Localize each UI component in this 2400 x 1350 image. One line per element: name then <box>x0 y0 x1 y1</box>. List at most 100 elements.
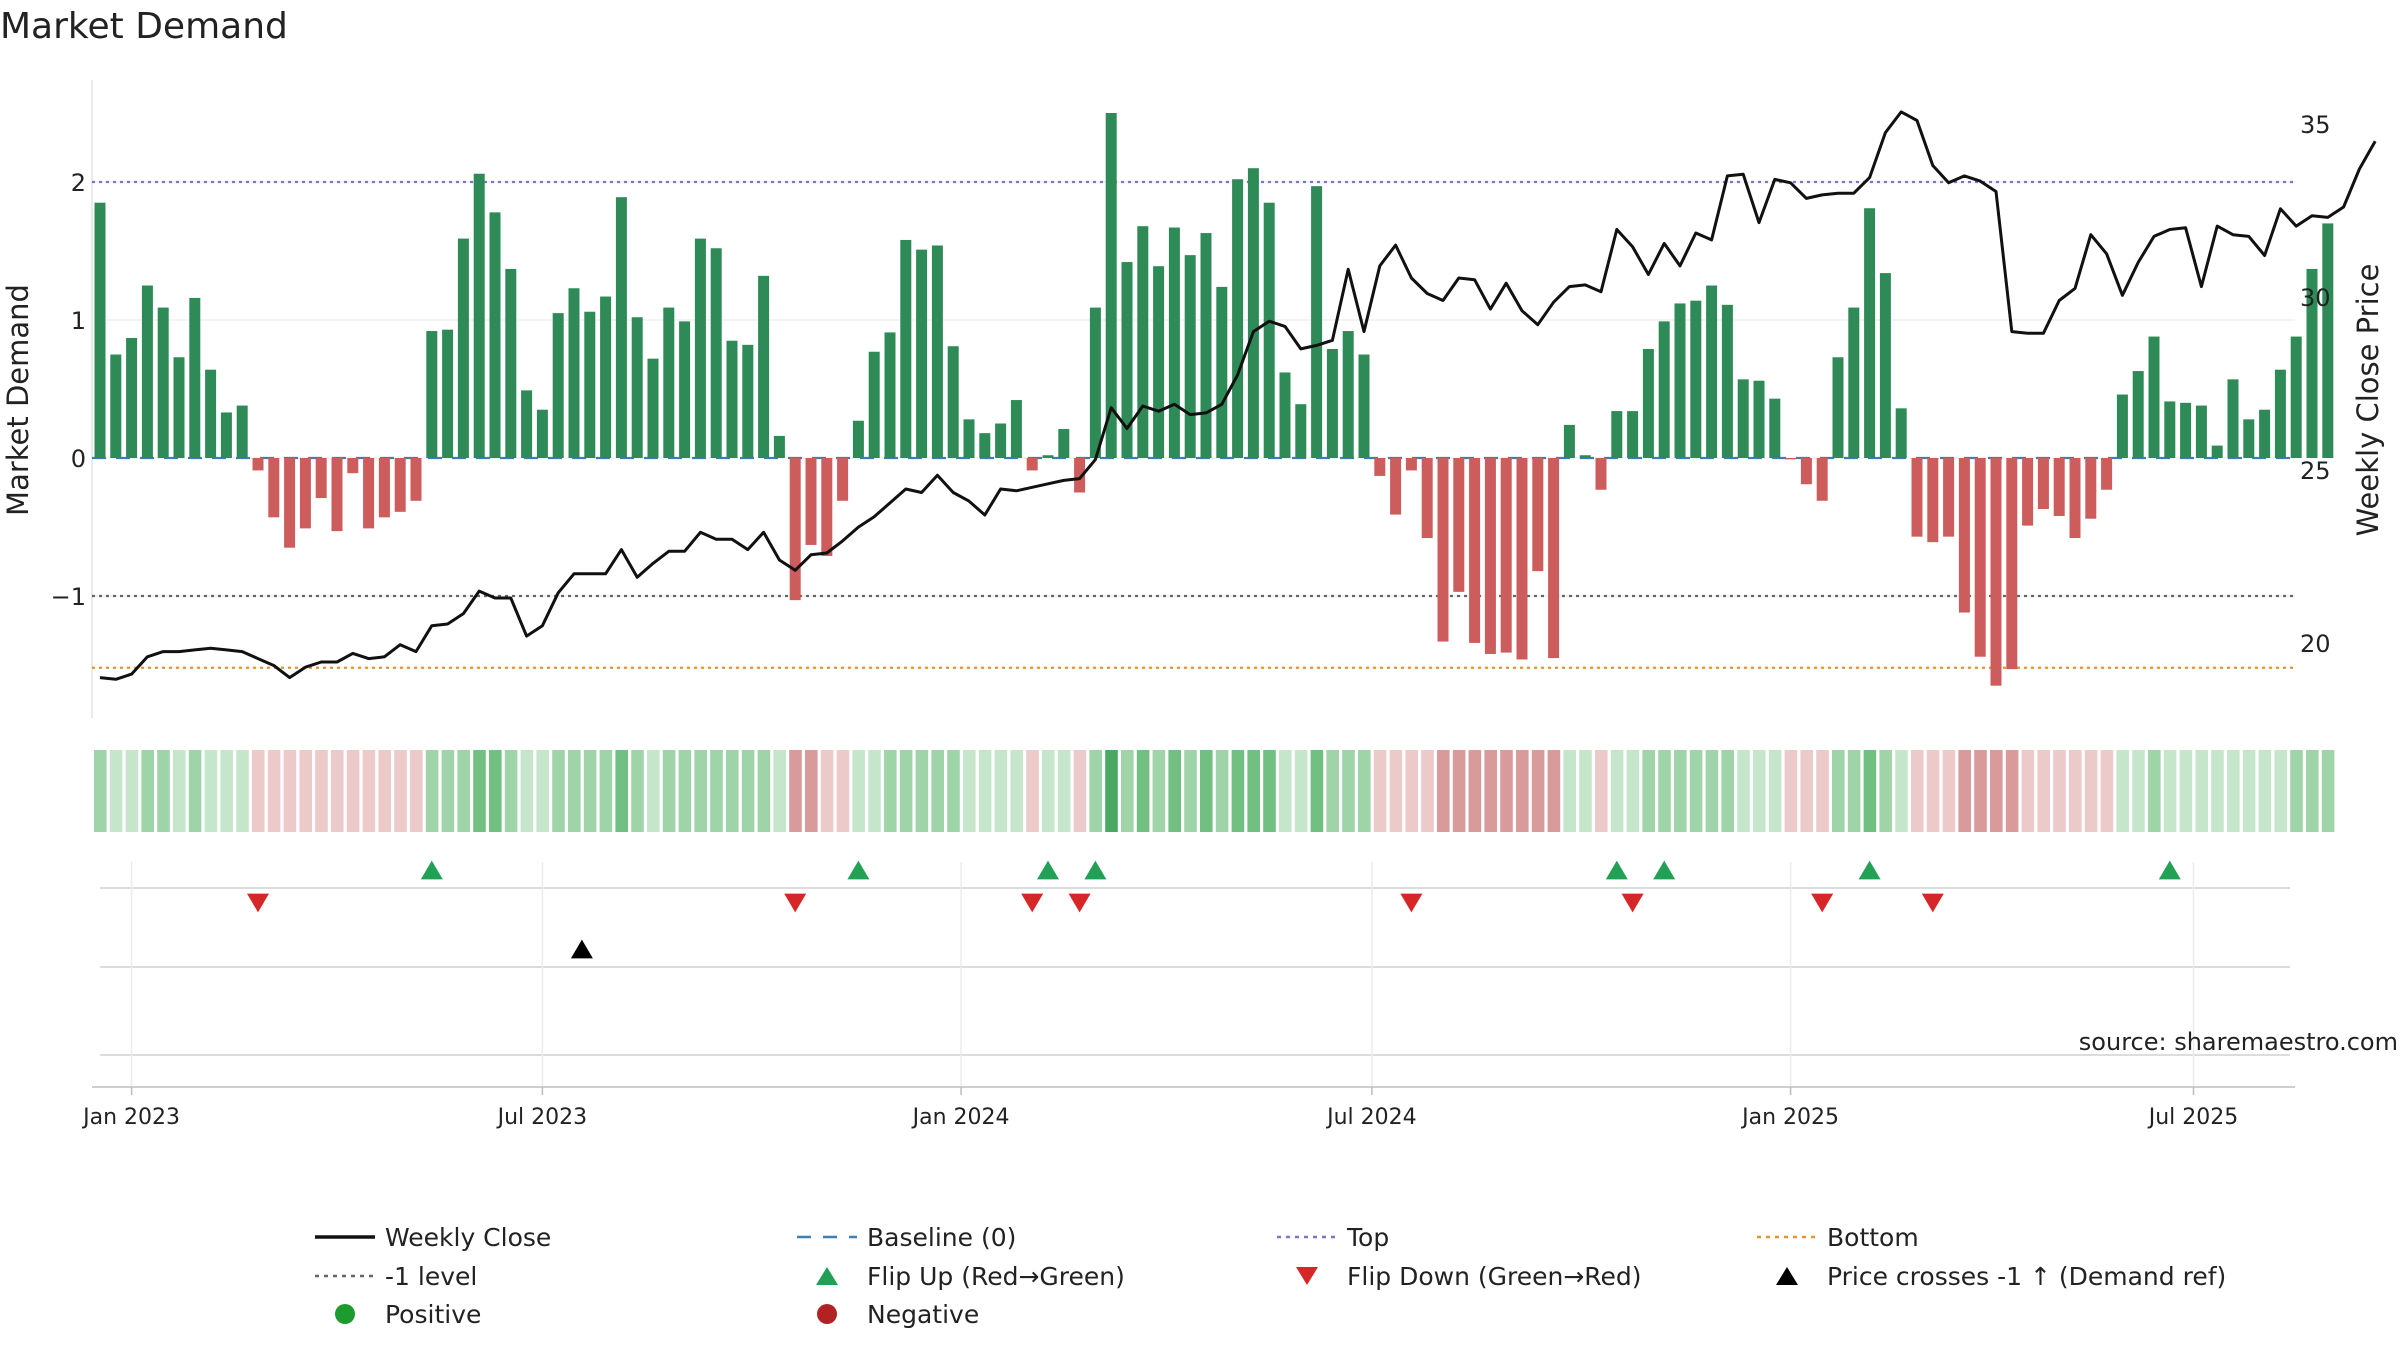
heat-cell <box>2258 750 2272 832</box>
demand-bar <box>1990 458 2002 686</box>
demand-bar <box>1658 321 1670 458</box>
demand-bar <box>1074 458 1086 493</box>
heat-cell <box>757 750 771 832</box>
demand-bar <box>726 340 738 458</box>
heat-cell <box>331 750 344 832</box>
heat-cell <box>852 750 865 832</box>
demand-bar <box>963 419 975 458</box>
heat-cell <box>1089 750 1102 832</box>
demand-bar <box>868 351 880 458</box>
demand-bar <box>631 317 643 458</box>
heat-cell <box>1057 750 1071 832</box>
demand-bar <box>2006 458 2018 670</box>
heat-cell <box>94 750 107 832</box>
demand-bar <box>1484 458 1496 654</box>
y-tick-label: 1 <box>71 307 86 335</box>
legend: Weekly Close Baseline (0) Top Bottom -1 leve… <box>315 1223 2226 1329</box>
y-axis-label: Market Demand <box>1 284 35 516</box>
heat-cell <box>504 750 518 832</box>
demand-bar <box>1153 266 1165 458</box>
demand-bar <box>347 458 359 474</box>
demand-bar <box>505 268 517 458</box>
heat-cell <box>1200 750 1213 832</box>
x-tick-label: Jan 2023 <box>81 1105 180 1130</box>
demand-bar <box>1848 307 1860 458</box>
heat-cell <box>568 750 581 832</box>
flip-down-marker <box>1068 893 1091 913</box>
demand-bar <box>363 458 375 529</box>
flip-down-marker <box>1021 893 1044 913</box>
heat-cell <box>1468 750 1482 832</box>
demand-bar <box>1247 168 1259 458</box>
heat-cell <box>283 750 297 832</box>
heat-cell <box>1942 750 1956 832</box>
demand-bar <box>916 249 928 458</box>
heat-cell <box>1437 750 1450 832</box>
heat-cell <box>1658 750 1671 832</box>
demand-bar <box>2037 458 2049 510</box>
demand-bar <box>94 202 106 458</box>
heat-cell <box>1026 750 1039 832</box>
legend-swatch <box>335 1304 355 1324</box>
heat-cell <box>109 750 123 832</box>
heat-cell <box>125 750 139 832</box>
demand-bar <box>2211 445 2223 458</box>
heat-cell <box>1358 750 1371 832</box>
heat-cell <box>1816 750 1829 832</box>
demand-bar <box>1532 458 1544 572</box>
legend-label: Negative <box>867 1300 979 1329</box>
heat-cell <box>2005 750 2019 832</box>
heat-cell <box>1484 750 1497 832</box>
heat-cell <box>1563 750 1576 832</box>
heat-cell <box>836 750 850 832</box>
heat-cell <box>2132 750 2145 832</box>
heat-cell <box>1373 750 1387 832</box>
demand-bar <box>1579 455 1591 458</box>
demand-bar <box>1706 285 1718 458</box>
y2-tick-label: 30 <box>2300 284 2331 312</box>
demand-bar <box>1326 348 1338 458</box>
flip-up-marker <box>847 860 870 880</box>
heat-cell <box>820 750 834 832</box>
y-tick-label: −1 <box>51 583 86 611</box>
demand-bar <box>2243 419 2255 458</box>
heat-cell <box>1263 750 1276 832</box>
heat-cell <box>773 750 786 832</box>
heat-cell <box>1389 750 1403 832</box>
demand-bar <box>2053 458 2065 516</box>
legend-label: Baseline (0) <box>867 1223 1016 1252</box>
demand-bar <box>1627 411 1639 458</box>
demand-bar <box>2322 223 2334 458</box>
legend-label: -1 level <box>385 1262 477 1291</box>
weekly-close-line <box>99 110 2377 681</box>
heat-cell <box>1152 750 1166 832</box>
chart-title: Market Demand <box>0 6 288 47</box>
heat-cell <box>2163 750 2177 832</box>
demand-bar <box>536 409 548 458</box>
heat-cell <box>1531 750 1545 832</box>
heat-cell <box>552 750 565 832</box>
demand-bar <box>1500 458 1512 653</box>
demand-bar <box>2180 402 2192 458</box>
heat-cell <box>868 750 881 832</box>
heat-cell <box>220 750 233 832</box>
heat-cell <box>1279 750 1292 832</box>
heat-cell <box>1294 750 1308 832</box>
flip-down-marker <box>1811 893 1834 913</box>
heat-cell <box>1595 750 1608 832</box>
demand-bar <box>1137 226 1149 458</box>
demand-bar <box>2195 405 2207 458</box>
demand-bar <box>1642 348 1654 458</box>
heat-cell <box>520 750 534 832</box>
heat-cell <box>1926 750 1940 832</box>
demand-bar <box>2101 458 2113 490</box>
heat-cell <box>1310 750 1324 832</box>
demand-bar <box>426 331 438 458</box>
heat-cell <box>315 750 328 832</box>
demand-bar <box>284 458 296 548</box>
demand-bar <box>1674 303 1686 458</box>
heat-cell <box>662 750 676 832</box>
demand-bar <box>157 307 169 458</box>
demand-bar <box>742 344 754 458</box>
demand-bar <box>173 357 185 458</box>
